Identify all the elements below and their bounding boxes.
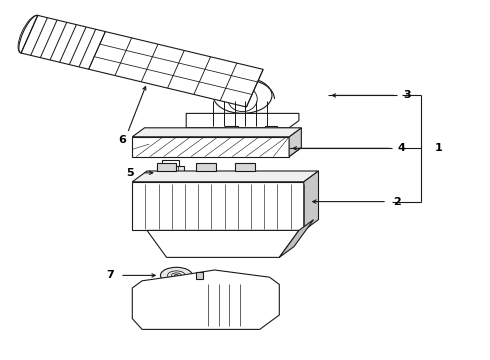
- Polygon shape: [132, 148, 301, 157]
- Polygon shape: [225, 126, 238, 133]
- Polygon shape: [162, 160, 179, 166]
- Polygon shape: [196, 272, 203, 279]
- Ellipse shape: [19, 15, 40, 53]
- Polygon shape: [235, 163, 255, 171]
- Text: 5: 5: [126, 168, 134, 178]
- Polygon shape: [132, 137, 289, 157]
- Polygon shape: [132, 171, 318, 182]
- Polygon shape: [21, 15, 263, 107]
- Text: 1: 1: [435, 143, 442, 153]
- Text: 3: 3: [403, 90, 411, 100]
- Polygon shape: [147, 230, 299, 257]
- Polygon shape: [186, 113, 299, 128]
- Ellipse shape: [213, 77, 272, 113]
- Text: 4: 4: [398, 143, 406, 153]
- Polygon shape: [289, 128, 301, 157]
- Polygon shape: [196, 163, 216, 171]
- Polygon shape: [265, 126, 277, 133]
- Text: 6: 6: [119, 135, 126, 145]
- Polygon shape: [304, 171, 318, 230]
- Text: 7: 7: [106, 270, 114, 280]
- Polygon shape: [279, 220, 314, 257]
- Polygon shape: [132, 128, 301, 137]
- Polygon shape: [132, 182, 304, 230]
- Text: 2: 2: [393, 197, 401, 207]
- Polygon shape: [132, 270, 279, 329]
- Polygon shape: [157, 166, 184, 178]
- Polygon shape: [157, 163, 176, 171]
- Ellipse shape: [160, 267, 193, 284]
